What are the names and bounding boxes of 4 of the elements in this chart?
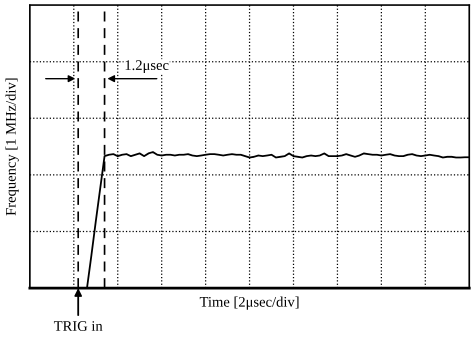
y-axis-title: Frequency [1 MHz/div]	[5, 78, 19, 216]
text: TRIG in	[54, 321, 102, 331]
text: 1.2μsec	[126, 60, 169, 74]
x-axis-title: Time [2μsec/div]	[200, 296, 298, 310]
